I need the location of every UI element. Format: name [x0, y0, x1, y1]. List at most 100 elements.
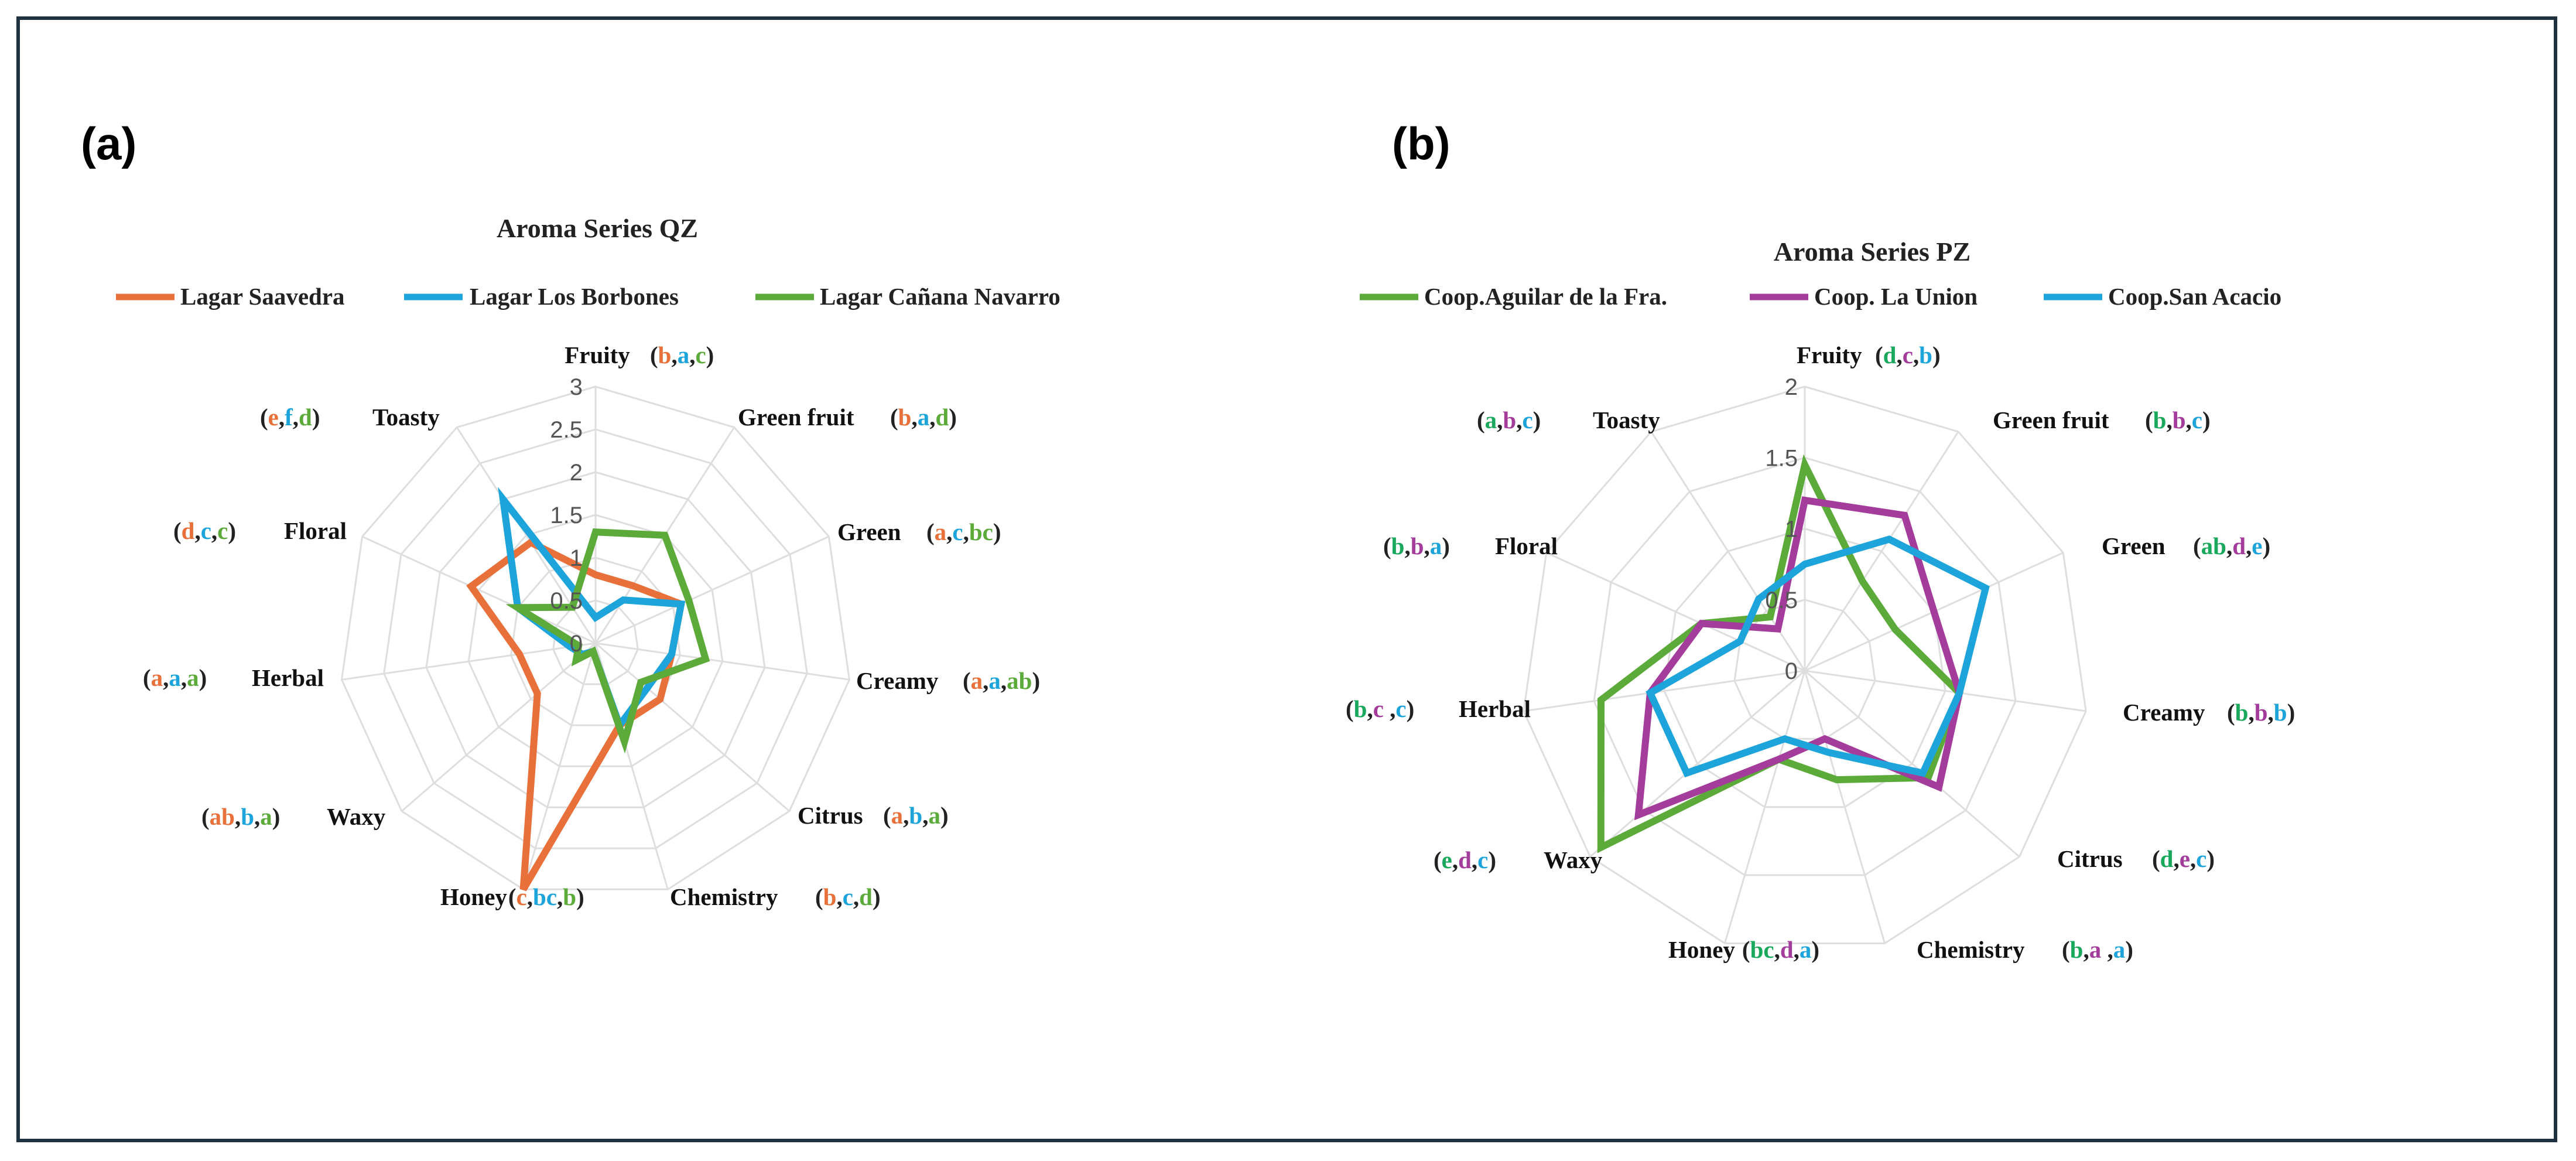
legend-item-a-0: Lagar Saavedra: [180, 283, 345, 310]
axis-label: Chemistry: [670, 883, 778, 910]
axis-label: Floral: [1495, 532, 1558, 559]
significance-letters: (b,a,d): [890, 404, 957, 431]
axis-label: Toasty: [1593, 407, 1660, 433]
axis-label: Green fruit: [1993, 407, 2109, 433]
significance-letters: (b,c,d): [815, 883, 881, 910]
axis-label: Fruity: [565, 342, 630, 368]
axis-label: Green fruit: [738, 404, 854, 431]
legend-b: Coop.Aguilar de la Fra. Coop. La Union C…: [1360, 283, 2281, 310]
significance-letters: (a,a,a): [143, 664, 207, 691]
radar-series-b: [1597, 454, 1990, 853]
axis-label: Floral: [284, 517, 347, 544]
figure-frame: [16, 16, 2557, 1142]
tick-label: 2.5: [550, 417, 583, 443]
axis-label: Citrus: [2057, 845, 2123, 872]
legend-a: Lagar Saavedra Lagar Los Borbones Lagar …: [116, 283, 1060, 310]
significance-letters: (b,b,c): [2145, 407, 2211, 433]
panel-b: (b) Aroma Series PZ Coop.Aguilar de la F…: [1346, 118, 2295, 963]
grid-spoke: [1723, 670, 1806, 944]
grid-ring: [552, 599, 639, 685]
significance-letters: (a,a,ab): [963, 667, 1040, 694]
series-b-2: [1646, 535, 1990, 778]
tick-label: 1.5: [550, 503, 583, 528]
legend-item-b-1: Coop. La Union: [1814, 283, 1978, 310]
tick-label: 1.5: [1765, 445, 1798, 471]
significance-letters: (a,b,a): [883, 802, 949, 829]
significance-letters: (b,a,c): [650, 342, 714, 368]
axis-label: Herbal: [252, 664, 324, 691]
grid-ring: [383, 428, 808, 849]
legend-item-a-2: Lagar Cañana Navarro: [820, 283, 1060, 310]
axis-label: Green: [2102, 532, 2166, 559]
significance-letters: (b,c ,c): [1346, 695, 1414, 722]
significance-letters: (bc,d,a): [1742, 936, 1819, 963]
radar-ticks-b: 0 0.5 1 1.5 2: [1765, 374, 1798, 684]
tick-label: 1: [570, 545, 583, 571]
grid-ring: [1663, 527, 1946, 808]
tick-label: 0.5: [550, 588, 583, 614]
panel-a: (a) Aroma Series QZ Lagar Saavedra Lagar…: [81, 118, 1060, 910]
grid-spoke: [1589, 670, 1805, 858]
grid-spoke: [595, 535, 830, 644]
grid-spoke: [1804, 431, 1959, 671]
tick-label: 2: [570, 460, 583, 486]
tick-label: 0: [1785, 658, 1798, 684]
chart-title-a: Aroma Series QZ: [497, 213, 698, 243]
chart-title-b: Aroma Series PZ: [1774, 237, 1971, 267]
axis-label: Waxy: [1544, 846, 1603, 873]
significance-letters: (ab,b,a): [201, 803, 280, 830]
axis-label: Chemistry: [1917, 936, 2025, 963]
axis-label: Creamy: [856, 667, 939, 694]
legend-item-b-0: Coop.Aguilar de la Fra.: [1424, 283, 1667, 310]
grid-spoke: [1804, 670, 2086, 712]
axis-label: Honey: [440, 883, 507, 910]
tick-label: 0.5: [1765, 588, 1798, 613]
significance-letters: (c,bc,b): [508, 883, 584, 910]
radar-ticks-a: 0 0.5 1 1.5 2 2.5 3: [550, 374, 583, 657]
axis-label: Honey: [1668, 936, 1735, 963]
panel-label-b: (b): [1392, 118, 1451, 169]
grid-spoke: [595, 642, 790, 812]
grid-ring: [1593, 456, 2017, 876]
axis-label: Fruity: [1797, 342, 1862, 368]
significance-letters: (ab,d,e): [2193, 532, 2270, 559]
radar-labels-a: Fruity (b,a,c) Green fruit (b,a,d) Green (a,c…: [143, 342, 1040, 910]
grid-spoke: [1523, 670, 1805, 712]
significance-letters: (b,b,a): [1383, 532, 1450, 559]
axis-label: Creamy: [2123, 699, 2205, 726]
grid-spoke: [341, 642, 596, 681]
axis-label: Green: [837, 518, 901, 545]
significance-letters: (d,e,c): [2152, 845, 2215, 872]
radar-labels-b: Fruity (d,c,b) Green fruit (b,b,c) Green (ab,…: [1346, 342, 2295, 963]
significance-letters: (a,b,c): [1477, 407, 1541, 433]
significance-letters: (d,c,b): [1875, 342, 1941, 368]
panel-label-a: (a): [81, 118, 136, 169]
significance-letters: (e,f,d): [260, 404, 320, 431]
significance-letters: (a,c,bc): [926, 518, 1001, 545]
significance-letters: (e,d,c): [1434, 846, 1496, 873]
grid-spoke: [1804, 670, 2020, 858]
significance-letters: (b,b,b): [2227, 699, 2295, 726]
legend-item-a-1: Lagar Los Borbones: [470, 283, 679, 310]
grid-spoke: [1804, 670, 1886, 944]
significance-letters: (b,a ,a): [2062, 936, 2133, 963]
grid-spoke: [1546, 552, 1805, 672]
grid-ring: [1523, 385, 2087, 944]
grid-ring: [425, 471, 766, 808]
tick-label: 1: [1785, 517, 1798, 542]
axis-label: Toasty: [372, 404, 440, 431]
grid-ring: [340, 385, 851, 890]
grid-spoke: [522, 643, 597, 890]
radar-series-a: [466, 487, 710, 892]
tick-label: 0: [570, 631, 583, 657]
series-a-2: [505, 528, 710, 754]
legend-item-b-2: Coop.San Acacio: [2108, 283, 2281, 310]
tick-label: 2: [1785, 374, 1798, 400]
tick-label: 3: [570, 374, 583, 400]
grid-spoke: [401, 642, 596, 812]
axis-label: Herbal: [1459, 695, 1531, 722]
significance-letters: (d,c,c): [173, 517, 236, 544]
axis-label: Waxy: [327, 803, 386, 830]
axis-label: Citrus: [798, 802, 863, 829]
